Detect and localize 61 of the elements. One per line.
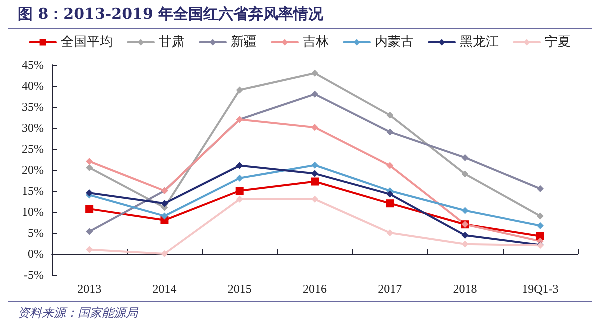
legend-label: 吉林 bbox=[303, 35, 329, 50]
point bbox=[386, 190, 394, 198]
point bbox=[86, 164, 94, 172]
point bbox=[236, 86, 244, 94]
point bbox=[236, 174, 244, 182]
point bbox=[462, 240, 469, 248]
point bbox=[86, 228, 94, 236]
x-tick-label: 2016 bbox=[303, 282, 327, 296]
point bbox=[462, 154, 469, 162]
point bbox=[462, 207, 469, 214]
point bbox=[386, 200, 394, 208]
y-tick-label: 5% bbox=[28, 226, 44, 240]
point bbox=[236, 196, 244, 203]
y-tick-label: 25% bbox=[22, 142, 44, 156]
y-tick-label: 20% bbox=[22, 163, 44, 177]
y-tick-label: 40% bbox=[22, 79, 44, 93]
x-tick-label: 2017 bbox=[378, 282, 402, 296]
point bbox=[312, 162, 318, 169]
point bbox=[536, 212, 544, 220]
point bbox=[462, 232, 469, 240]
y-tick-label: 15% bbox=[22, 184, 44, 198]
x-tick-label: 2014 bbox=[152, 282, 177, 296]
point bbox=[386, 128, 394, 136]
y-tick-label: 10% bbox=[22, 205, 44, 219]
legend-label: 全国平均 bbox=[61, 35, 113, 50]
y-tick-label: 45% bbox=[22, 58, 44, 72]
y-tick-label: -5% bbox=[24, 268, 44, 282]
point bbox=[312, 196, 318, 203]
legend-label: 宁夏 bbox=[545, 34, 571, 50]
x-tick-label: 2015 bbox=[228, 282, 252, 296]
point bbox=[386, 230, 394, 236]
x-tick-label: 2018 bbox=[453, 282, 478, 296]
point bbox=[386, 162, 394, 170]
x-tick-label: 19Q1-3 bbox=[522, 282, 559, 296]
y-tick-label: 30% bbox=[22, 121, 44, 135]
text: 资料来源：国家能源局 bbox=[8, 301, 592, 324]
legend-label: 内蒙古 bbox=[375, 35, 414, 50]
point bbox=[161, 212, 168, 220]
point bbox=[161, 200, 168, 208]
legend-label: 甘肃 bbox=[159, 35, 185, 50]
point bbox=[311, 178, 319, 186]
point bbox=[86, 246, 94, 254]
point bbox=[236, 187, 244, 195]
point bbox=[312, 70, 318, 77]
y-tick-label: 35% bbox=[22, 100, 44, 114]
point bbox=[312, 170, 318, 178]
y-tick-label: 0% bbox=[28, 247, 44, 261]
legend-label: 新疆 bbox=[231, 35, 257, 50]
point bbox=[161, 250, 168, 258]
point bbox=[312, 124, 318, 132]
point bbox=[536, 185, 544, 192]
legend-label: 黑龙江 bbox=[460, 35, 499, 50]
chart-title: 图 8：2013-2019 年全国红六省弃风率情况 bbox=[8, 0, 592, 29]
point bbox=[86, 205, 94, 214]
point bbox=[386, 112, 394, 119]
x-tick-label: 2013 bbox=[78, 282, 102, 296]
point bbox=[86, 158, 94, 166]
point bbox=[236, 162, 244, 170]
point bbox=[312, 90, 318, 98]
point bbox=[462, 170, 469, 178]
point bbox=[536, 222, 544, 230]
